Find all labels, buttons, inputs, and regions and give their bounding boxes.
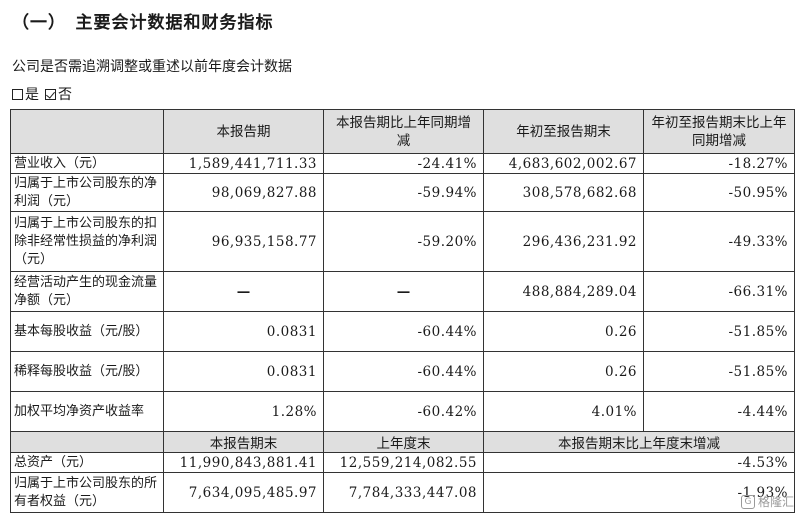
table-cell: 96,935,158.77	[163, 211, 324, 272]
table-cell: 488,884,289.04	[483, 271, 644, 312]
row-label: 总资产（元）	[10, 452, 164, 473]
table-cell: -4.53%	[483, 452, 795, 473]
header-current-period: 本报告期	[163, 109, 324, 154]
table-cell: -51.85%	[643, 311, 795, 352]
row-label: 经营活动产生的现金流量净额（元）	[10, 271, 164, 312]
restatement-question: 公司是否需追溯调整或重述以前年度会计数据	[12, 59, 292, 75]
section-title: （一） 主要会计数据和财务指标	[12, 13, 274, 33]
subheader-prior-year-end: 上年度末	[323, 431, 484, 453]
option-no[interactable]: 否	[45, 84, 72, 104]
row-label: 营业收入（元）	[10, 153, 164, 174]
checkbox-yes-icon[interactable]	[12, 88, 23, 100]
table-cell: -66.31%	[643, 271, 795, 312]
subheader-period-end: 本报告期末	[163, 431, 324, 453]
table-cell: 308,578,682.68	[483, 173, 644, 212]
table-cell: 7,784,333,447.08	[323, 472, 484, 513]
table-cell: 0.26	[483, 311, 644, 352]
table-cell: —	[323, 271, 484, 312]
subheader-empty	[10, 431, 164, 453]
option-yes[interactable]: 是	[12, 84, 39, 104]
table-cell: 12,559,214,082.55	[323, 452, 484, 473]
option-yes-label: 是	[25, 87, 39, 103]
table-cell: 296,436,231.92	[483, 211, 644, 272]
table-cell: -60.44%	[323, 351, 484, 392]
table-cell: 11,990,843,881.41	[163, 452, 324, 473]
table-cell: 7,634,095,485.97	[163, 472, 324, 513]
watermark-text: 格隆汇	[757, 495, 794, 509]
header-empty	[10, 109, 164, 154]
watermark: G 格隆汇	[740, 493, 794, 510]
table-cell: -60.42%	[323, 391, 484, 432]
table-cell: 4,683,602,002.67	[483, 153, 644, 174]
table-row: 归属于上市公司股东的净利润（元） 98,069,827.88 -59.94% 3…	[10, 173, 795, 212]
table-cell: -24.41%	[323, 153, 484, 174]
row-label: 稀释每股收益（元/股）	[10, 351, 164, 392]
table-cell: -60.44%	[323, 311, 484, 352]
table-header-row: 本报告期 本报告期比上年同期增减 年初至报告期末 年初至报告期末比上年同期增减	[10, 109, 795, 154]
table-cell: 98,069,827.88	[163, 173, 324, 212]
header-ytd: 年初至报告期末	[483, 109, 644, 154]
table-cell: 0.0831	[163, 311, 324, 352]
table-cell: 0.0831	[163, 351, 324, 392]
row-label: 基本每股收益（元/股）	[10, 311, 164, 352]
row-label: 加权平均净资产收益率	[10, 391, 164, 432]
financial-data-table: 本报告期 本报告期比上年同期增减 年初至报告期末 年初至报告期末比上年同期增减 …	[10, 109, 795, 513]
table-cell: 1.28%	[163, 391, 324, 432]
table-cell: —	[163, 271, 324, 312]
row-label: 归属于上市公司股东的净利润（元）	[10, 173, 164, 212]
checkbox-no-checked-icon[interactable]	[45, 88, 56, 100]
table-cell: 4.01%	[483, 391, 644, 432]
table-row: 归属于上市公司股东的扣除非经常性损益的净利润（元） 96,935,158.77 …	[10, 211, 795, 272]
table-cell: -18.27%	[643, 153, 795, 174]
table-cell: -49.33%	[643, 211, 795, 272]
table-cell: -59.20%	[323, 211, 484, 272]
row-label: 归属于上市公司股东的扣除非经常性损益的净利润（元）	[10, 211, 164, 272]
gelonghui-logo-icon: G	[740, 494, 755, 509]
row-label: 归属于上市公司股东的所有者权益（元）	[10, 472, 164, 513]
table-row: 经营活动产生的现金流量净额（元） — — 488,884,289.04 -66.…	[10, 271, 795, 312]
restatement-options: 是 否	[12, 84, 72, 104]
option-no-label: 否	[58, 87, 72, 103]
header-current-period-change: 本报告期比上年同期增减	[323, 109, 484, 154]
table-cell: 0.26	[483, 351, 644, 392]
table-row: 基本每股收益（元/股） 0.0831 -60.44% 0.26 -51.85%	[10, 311, 795, 352]
table-row: 总资产（元） 11,990,843,881.41 12,559,214,082.…	[10, 452, 795, 473]
subheader-change: 本报告期末比上年度末增减	[483, 431, 795, 453]
table-cell: 1,589,441,711.33	[163, 153, 324, 174]
table-row: 归属于上市公司股东的所有者权益（元） 7,634,095,485.97 7,78…	[10, 472, 795, 513]
header-ytd-change: 年初至报告期末比上年同期增减	[643, 109, 795, 154]
table-cell: -4.44%	[643, 391, 795, 432]
table-row: 稀释每股收益（元/股） 0.0831 -60.44% 0.26 -51.85%	[10, 351, 795, 392]
table-cell: -50.95%	[643, 173, 795, 212]
table-cell: -51.85%	[643, 351, 795, 392]
table-cell: -59.94%	[323, 173, 484, 212]
table-subheader-row: 本报告期末 上年度末 本报告期末比上年度末增减	[10, 431, 795, 453]
table-row: 营业收入（元） 1,589,441,711.33 -24.41% 4,683,6…	[10, 153, 795, 174]
table-row: 加权平均净资产收益率 1.28% -60.42% 4.01% -4.44%	[10, 391, 795, 432]
